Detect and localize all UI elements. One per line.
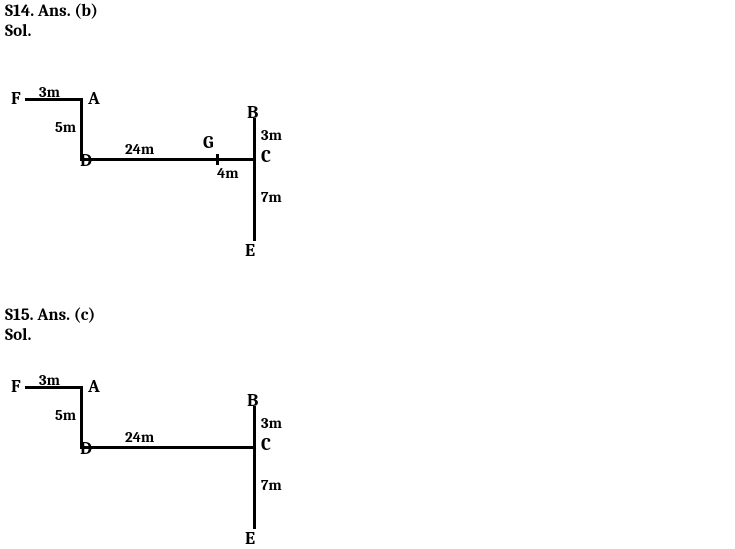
line-BC-2 [253, 406, 256, 449]
dim-GC: 4m [217, 164, 239, 182]
line-DC-2 [80, 446, 256, 449]
line-DC [80, 158, 256, 161]
dim-BC-2: 3m [261, 414, 282, 432]
label-B: B [247, 102, 258, 123]
label-C: C [261, 146, 271, 167]
s14-answer-line: S14. Ans. (b) [5, 3, 98, 22]
dim-FA-2: 3m [39, 371, 60, 389]
dim-CE-2: 7m [261, 476, 282, 494]
dim-FA: 3m [39, 83, 60, 101]
dim-DC-2: 24m [125, 428, 154, 446]
line-CE [253, 158, 256, 241]
dim-CE: 7m [261, 188, 282, 206]
label-C-2: C [261, 434, 271, 455]
dim-AD: 5m [55, 118, 76, 136]
line-CE-2 [253, 446, 256, 529]
s14-diagram: F A D B C G E 3m 5m 24m 4m 3m 7m [25, 88, 305, 258]
dim-AD-2: 5m [55, 406, 76, 424]
s14-solution-label: Sol. [5, 23, 31, 42]
label-D-2: D [80, 438, 92, 459]
label-B-2: B [247, 390, 258, 411]
label-A: A [88, 88, 100, 109]
s15-solution-label: Sol. [5, 327, 31, 346]
label-G: G [203, 132, 214, 153]
label-E: E [245, 240, 255, 261]
line-BC [253, 118, 256, 161]
s15-answer-line: S15. Ans. (c) [5, 307, 95, 326]
dim-BC: 3m [261, 126, 282, 144]
label-D: D [80, 150, 92, 171]
dim-DC: 24m [125, 140, 154, 158]
label-F: F [11, 88, 21, 109]
label-A-2: A [88, 376, 100, 397]
s15-diagram: F A D B C E 3m 5m 24m 3m 7m [25, 376, 305, 546]
label-F-2: F [11, 376, 21, 397]
